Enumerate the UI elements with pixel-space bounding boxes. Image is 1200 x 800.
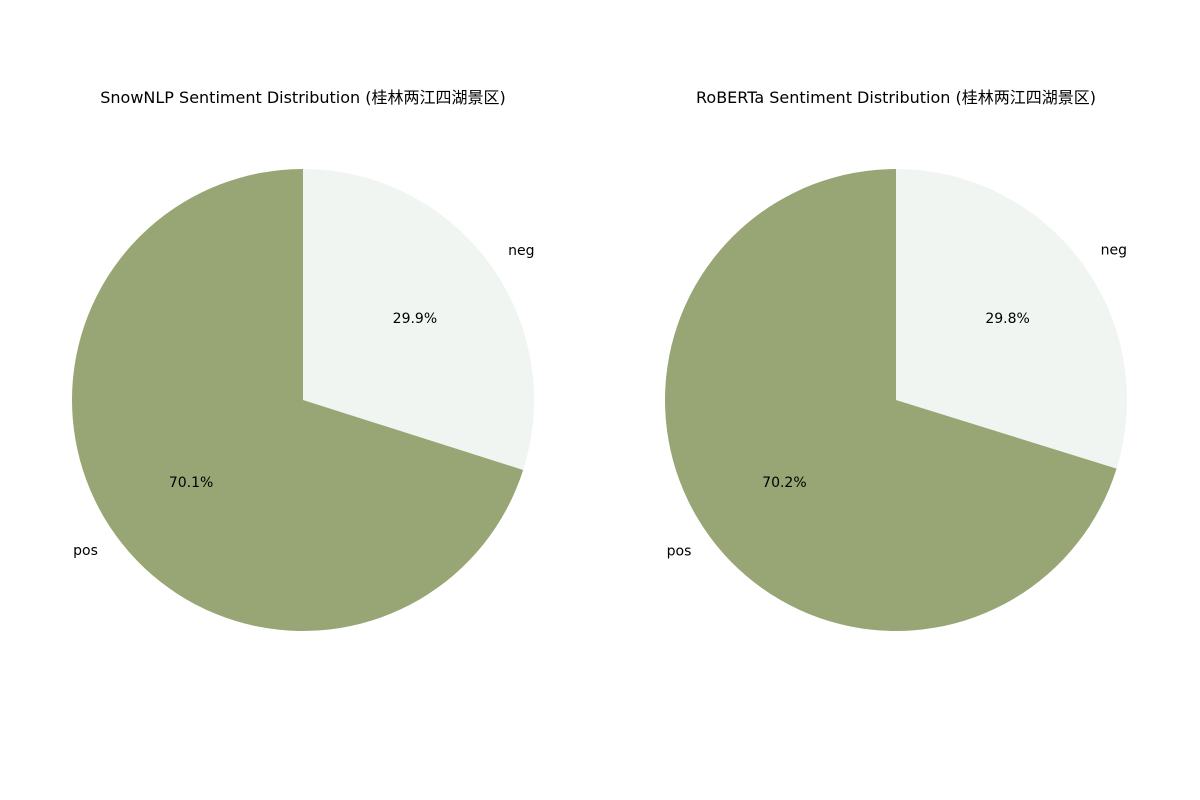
pie-labels: neg 29.8% pos 70.2% xyxy=(667,242,1127,559)
slice-percent-pos: 70.1% xyxy=(169,475,213,491)
pie-slice-pos xyxy=(72,169,524,631)
pie-slices xyxy=(72,169,535,631)
slice-label-pos: pos xyxy=(73,543,98,559)
chart-title: RoBERTa Sentiment Distribution (桂林两江四湖景区… xyxy=(696,88,1096,107)
pie-slice-pos xyxy=(664,169,1117,631)
slice-label-pos: pos xyxy=(667,544,692,560)
slice-percent-pos: 70.2% xyxy=(762,475,806,491)
pie-slices xyxy=(664,169,1127,631)
slice-label-neg: neg xyxy=(508,243,534,259)
slice-percent-neg: 29.9% xyxy=(393,311,437,327)
pie-labels: neg 29.9% pos 70.1% xyxy=(73,243,534,559)
chart-title: SnowNLP Sentiment Distribution (桂林两江四湖景区… xyxy=(100,88,506,107)
pie-slice-neg xyxy=(303,169,535,470)
pie-chart-roberta: RoBERTa Sentiment Distribution (桂林两江四湖景区… xyxy=(664,88,1127,631)
slice-percent-neg: 29.8% xyxy=(985,311,1029,327)
pie-chart-snownlp: SnowNLP Sentiment Distribution (桂林两江四湖景区… xyxy=(72,88,534,631)
slice-label-neg: neg xyxy=(1101,242,1127,258)
pie-slice-neg xyxy=(896,169,1127,469)
